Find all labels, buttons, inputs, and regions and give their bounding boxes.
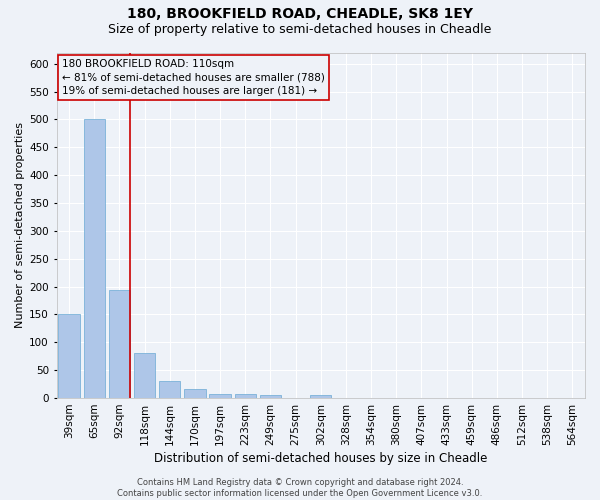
Bar xyxy=(209,394,231,398)
Bar xyxy=(184,388,206,398)
Text: 180 BROOKFIELD ROAD: 110sqm
← 81% of semi-detached houses are smaller (788)
19% : 180 BROOKFIELD ROAD: 110sqm ← 81% of sem… xyxy=(62,60,325,96)
Bar xyxy=(260,396,281,398)
Bar xyxy=(310,396,331,398)
Bar xyxy=(159,382,181,398)
Text: Contains HM Land Registry data © Crown copyright and database right 2024.
Contai: Contains HM Land Registry data © Crown c… xyxy=(118,478,482,498)
Bar xyxy=(58,314,80,398)
Bar xyxy=(83,120,105,398)
Text: Size of property relative to semi-detached houses in Cheadle: Size of property relative to semi-detach… xyxy=(109,22,491,36)
Y-axis label: Number of semi-detached properties: Number of semi-detached properties xyxy=(15,122,25,328)
Text: 180, BROOKFIELD ROAD, CHEADLE, SK8 1EY: 180, BROOKFIELD ROAD, CHEADLE, SK8 1EY xyxy=(127,8,473,22)
Bar xyxy=(134,354,155,398)
Bar xyxy=(109,290,130,398)
X-axis label: Distribution of semi-detached houses by size in Cheadle: Distribution of semi-detached houses by … xyxy=(154,452,487,465)
Bar xyxy=(235,394,256,398)
